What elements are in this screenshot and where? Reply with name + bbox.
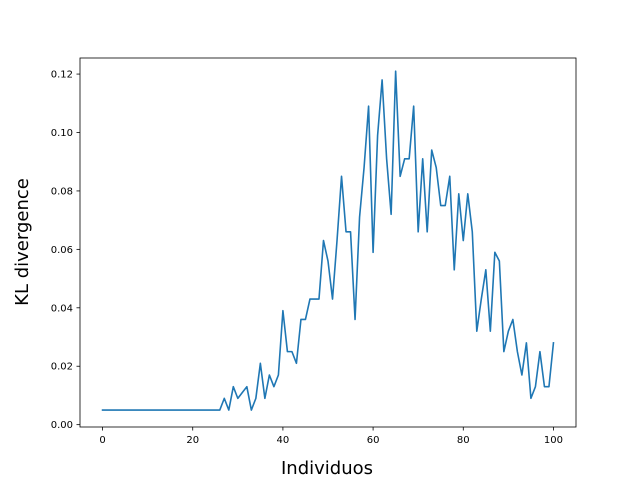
x-tick-label: 40: [277, 435, 290, 446]
x-tick-label: 80: [457, 435, 470, 446]
plot-frame: [79, 57, 577, 428]
y-tick-label: 0.00: [51, 420, 73, 431]
y-tick-label: 0.08: [51, 186, 73, 197]
x-tick-label: 0: [99, 435, 105, 446]
y-tick-label: 0.06: [51, 245, 73, 256]
x-tick-label: 20: [186, 435, 199, 446]
series-line: [101, 70, 555, 411]
y-tick-label: 0.12: [51, 70, 73, 81]
x-tick-label: 100: [544, 435, 563, 446]
x-axis: 0 20 40 60 80 100: [99, 427, 563, 446]
y-tick-label: 0.10: [51, 128, 73, 139]
y-tick-label: 0.02: [51, 362, 73, 373]
x-axis-title: Individuos: [281, 458, 373, 479]
plot-background: [80, 58, 576, 427]
y-axis: 0.00 0.02 0.04 0.06 0.08 0.10 0.12: [51, 70, 80, 431]
y-axis-title: KL divergence: [12, 178, 33, 306]
x-tick-label: 60: [367, 435, 380, 446]
y-tick-label: 0.04: [51, 303, 73, 314]
